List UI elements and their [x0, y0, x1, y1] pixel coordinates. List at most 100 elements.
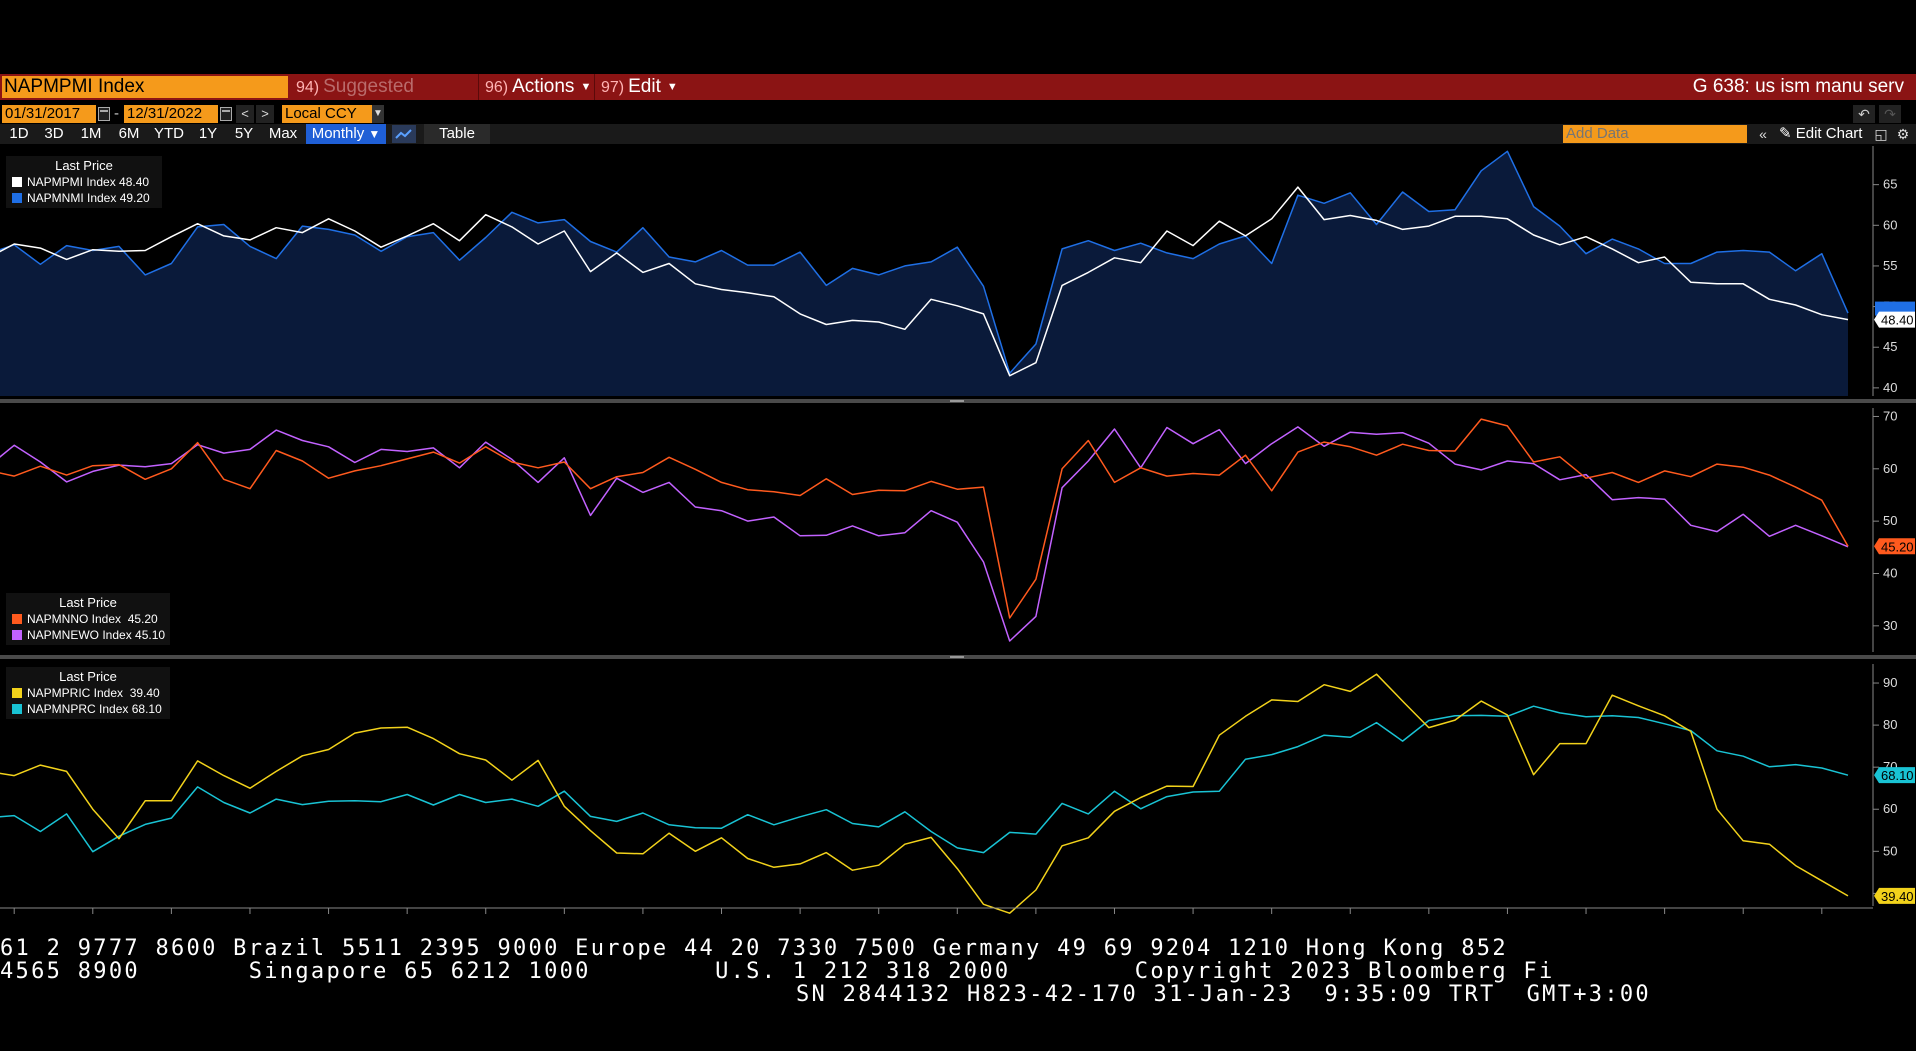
chevron-down-icon: ▼	[368, 127, 381, 141]
y-tick-label: 40	[1883, 565, 1897, 580]
last-value-badge: 48.40	[1874, 301, 1915, 328]
date-bar: 01/31/2017 - 12/31/2022 < > Local CCY ▼ …	[0, 104, 1916, 124]
legend-entry[interactable]: NAPMPRIC Index 39.40	[12, 685, 164, 701]
legend-entry[interactable]: NAPMNNO Index 45.20	[12, 611, 164, 627]
legend-title: Last Price	[59, 595, 117, 610]
y-tick-label: 30	[1883, 618, 1897, 633]
security-input[interactable]	[2, 76, 288, 98]
series-line-1	[0, 705, 1849, 854]
legend-name: NAPMPRIC Index	[27, 686, 124, 700]
calendar-icon[interactable]	[98, 107, 110, 121]
ticker-line-1: 61 2 9777 8600 Brazil 5511 2395 9000 Eur…	[0, 936, 1508, 961]
swatch	[12, 688, 22, 698]
range-1y[interactable]: 1Y	[198, 125, 218, 142]
panel-new-orders: 30 40 50 60 70 45.20	[0, 408, 1915, 652]
swatch	[12, 630, 22, 640]
y-tick-label: 60	[1883, 217, 1897, 232]
table-button[interactable]: Table	[424, 124, 490, 144]
add-data-input[interactable]	[1563, 125, 1747, 143]
chevron-left-icon[interactable]: <	[236, 105, 254, 123]
start-date-field[interactable]: 01/31/2017	[2, 105, 96, 123]
legend-name: NAPMPMI Index	[27, 175, 116, 189]
legend-value: 49.20	[119, 191, 150, 205]
chart-type-button[interactable]	[392, 125, 416, 143]
legend-name: NAPMNMI Index	[27, 191, 117, 205]
range-5y[interactable]: 5Y	[234, 125, 254, 142]
end-date-field[interactable]: 12/31/2022	[124, 105, 218, 123]
expand-icon[interactable]: ◱	[1874, 126, 1888, 142]
edit-chart-label: Edit Chart	[1795, 125, 1863, 142]
x-axis: MarJunSepDecMarJunSepDecMarJunSepDecMarJ…	[0, 907, 1873, 914]
edit-chart-button[interactable]: ✎ Edit Chart	[1779, 124, 1862, 144]
undo-icon[interactable]: ↶	[1853, 105, 1875, 123]
chart-area: 40 45 50 55 60 65 48.40 30 40 50 60 70 45.20 40 50 60…	[0, 146, 1916, 914]
prc-badge-bg	[1874, 767, 1915, 784]
swatch	[12, 614, 22, 624]
pencil-icon: ✎	[1779, 125, 1792, 142]
badge-bg	[1874, 311, 1915, 328]
line-chart-icon	[395, 129, 412, 139]
chevron-down-icon: ▼	[666, 81, 678, 93]
swatch	[12, 177, 22, 187]
edit-label: Edit	[628, 76, 661, 98]
series-line-0	[0, 673, 1849, 914]
range-6m[interactable]: 6M	[118, 125, 140, 142]
prc-badge-text: 68.10	[1881, 768, 1914, 783]
legend-name: NAPMNNO Index	[27, 612, 122, 626]
nmi-area	[0, 151, 1848, 396]
gear-icon[interactable]: ⚙	[1896, 126, 1910, 142]
legend-entry[interactable]: NAPMPMI Index 48.40	[12, 174, 156, 190]
legend-value: 39.40	[129, 686, 160, 700]
secondary-value-badge: 68.10	[1874, 767, 1915, 784]
range-3d[interactable]: 3D	[44, 125, 64, 142]
y-tick-label: 80	[1883, 717, 1897, 732]
chevron-right-icon[interactable]: >	[256, 105, 274, 123]
last-value-badge: 45.20	[1874, 538, 1915, 555]
suggested-charts-button[interactable]: 94)Suggested Charts	[292, 74, 474, 124]
divider-handle	[950, 400, 964, 402]
chevron-down-icon[interactable]: ▼	[372, 105, 384, 123]
y-tick-label: 60	[1883, 801, 1897, 816]
collapse-icon[interactable]: «	[1759, 126, 1767, 142]
period-select[interactable]: Monthly ▼	[306, 124, 386, 144]
series-line-0	[0, 418, 1849, 619]
legend-value: 45.20	[127, 612, 158, 626]
actions-label: Actions	[512, 76, 575, 98]
swatch	[12, 704, 22, 714]
badge-text: 48.40	[1881, 313, 1914, 328]
y-tick-label: 65	[1883, 177, 1897, 192]
chevron-down-icon: ▼	[580, 81, 592, 93]
last-value-badge: 39.40	[1874, 887, 1915, 904]
edit-number: 97)	[601, 79, 625, 97]
legend-entry[interactable]: NAPMNEWO Index 45.10	[12, 627, 165, 643]
range-bar: 1D 3D 1M 6M YTD 1Y 5Y Max Monthly ▼ Tabl…	[0, 124, 1916, 144]
actions-number: 96)	[485, 79, 509, 97]
ticker-line-3: SN 2844132 H823-42-170 31-Jan-23 9:35:09…	[796, 982, 1651, 1007]
legend-entry[interactable]: NAPMNPRC Index 68.10	[12, 701, 164, 717]
range-1m[interactable]: 1M	[80, 125, 102, 142]
chart-id: G 638: us ism manu serv	[1692, 76, 1904, 97]
redo-icon[interactable]: ↷	[1879, 105, 1901, 123]
y-tick-label: 45	[1883, 339, 1897, 354]
edit-button[interactable]: 97) Edit ▼	[594, 74, 680, 100]
range-1d[interactable]: 1D	[9, 125, 29, 142]
legend-entry[interactable]: NAPMNMI Index 49.20	[12, 190, 156, 206]
actions-button[interactable]: 96) Actions ▼	[478, 74, 592, 100]
y-tick-label: 40	[1883, 380, 1897, 395]
date-separator: -	[114, 105, 119, 122]
legend-panel-3: Last Price NAPMPRIC Index 39.40 NAPMNPRC…	[6, 667, 170, 719]
legend-value: 48.40	[119, 175, 150, 189]
range-ytd[interactable]: YTD	[154, 125, 184, 142]
currency-select[interactable]: Local CCY	[282, 105, 372, 123]
legend-panel-2: Last Price NAPMNNO Index 45.20 NAPMNEWO …	[6, 593, 170, 645]
range-max[interactable]: Max	[268, 125, 298, 142]
y-tick-label: 90	[1883, 675, 1897, 690]
panel-dividers	[0, 399, 1916, 659]
series-line-1	[0, 426, 1849, 642]
calendar-icon[interactable]	[220, 107, 232, 121]
badge-text: 45.20	[1881, 539, 1914, 554]
y-tick-label: 50	[1883, 843, 1897, 858]
legend-value: 68.10	[131, 702, 162, 716]
divider-handle	[950, 656, 964, 658]
